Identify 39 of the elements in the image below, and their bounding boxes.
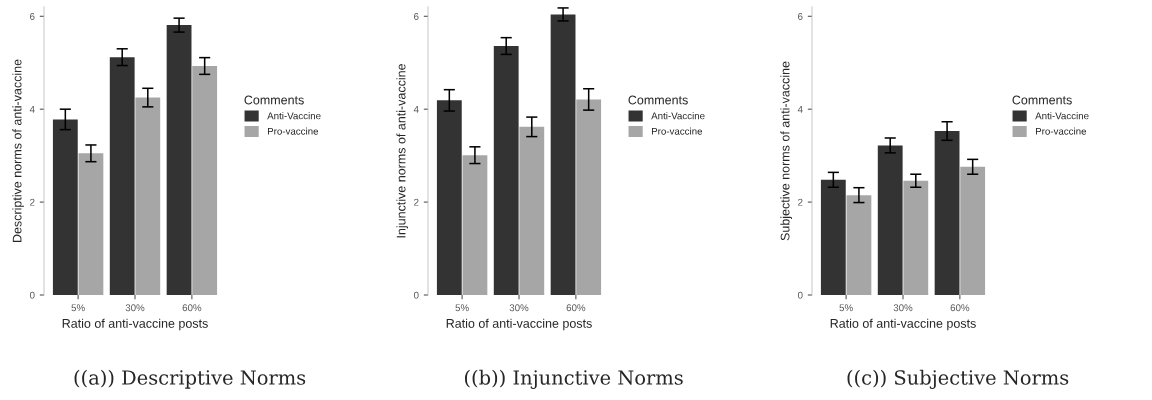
y-tick-label: 6 <box>798 13 803 20</box>
legend-label: Anti-Vaccine <box>1035 112 1089 120</box>
x-tick-label: 5% <box>455 304 469 312</box>
y-axis-title: Descriptive norms of anti-vaccine <box>12 59 25 243</box>
y-tick-label: 2 <box>30 198 35 206</box>
x-axis-title: Ratio of anti-vaccine posts <box>446 318 592 331</box>
legend-label: Anti-Vaccine <box>267 112 321 120</box>
y-tick-label: 0 <box>797 291 803 299</box>
legend-label: Pro-vaccine <box>651 127 703 135</box>
y-tick-label: 4 <box>413 106 419 113</box>
x-axis-title: Ratio of anti-vaccine posts <box>62 318 208 331</box>
x-tick-label: 60% <box>950 304 970 312</box>
x-tick-label: 60% <box>182 304 202 312</box>
y-tick-label: 2 <box>798 198 803 206</box>
x-tick-label: 5% <box>71 304 85 312</box>
x-tick-label: 30% <box>893 304 913 312</box>
y-tick-label: 4 <box>797 106 803 113</box>
x-axis-title: Ratio of anti-vaccine posts <box>830 318 976 331</box>
legend-label: Pro-vaccine <box>267 127 319 135</box>
x-tick-label: 30% <box>125 304 145 312</box>
text: ((b)) Injunctive Norms <box>465 369 683 389</box>
x-tick-label: 5% <box>839 304 853 312</box>
y-axis-title: Injunctive norms of anti-vaccine <box>396 64 409 238</box>
x-tick-label: 30% <box>509 304 529 312</box>
y-tick-label: 0 <box>413 291 419 299</box>
y-tick-label: 6 <box>414 13 419 20</box>
y-tick-label: 4 <box>29 106 35 113</box>
legend-label: Anti-Vaccine <box>651 112 705 120</box>
y-tick-label: 0 <box>29 291 35 299</box>
y-axis-title: Subjective norms of anti-vaccine <box>780 61 793 241</box>
legend-label: Pro-vaccine <box>1035 127 1087 135</box>
legend-title: Comments <box>244 95 304 105</box>
text: ((c)) Subjective Norms <box>847 369 1069 389</box>
legend-title: Comments <box>1012 95 1072 105</box>
y-tick-label: 6 <box>30 13 35 20</box>
x-tick-label: 60% <box>566 304 586 312</box>
text: ((a)) Descriptive Norms <box>74 369 306 389</box>
legend-title: Comments <box>628 95 688 105</box>
y-tick-label: 2 <box>414 198 419 206</box>
